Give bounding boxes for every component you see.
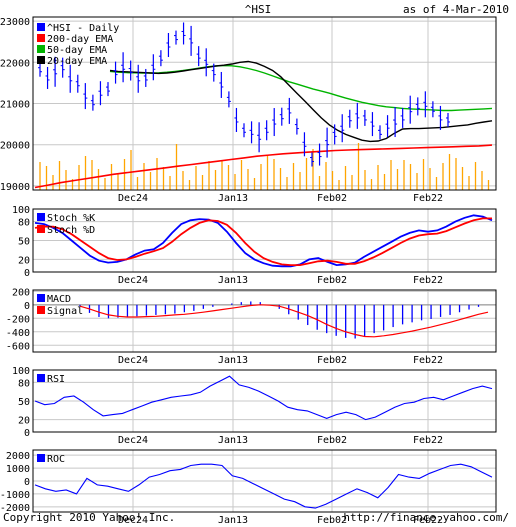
y-tick-label: 2000 [6,451,30,462]
x-tick-label: Dec24 [118,275,148,286]
y-tick-label: 20 [18,416,30,427]
legend-label: 20-day EMA [47,56,107,67]
y-tick-label: 0 [24,428,30,439]
x-tick-label: Dec24 [118,355,148,366]
y-tick-label: 19000 [0,182,30,193]
x-tick-label: Feb22 [413,275,443,286]
x-tick-label: Feb02 [317,435,347,446]
x-tick-label: Feb02 [317,515,347,526]
legend-swatch [37,34,45,42]
legend-swatch [37,225,45,233]
signal-line [79,304,489,338]
x-tick-label: Feb22 [413,193,443,204]
panel-border [32,16,497,191]
y-tick-label: 200 [12,287,30,298]
y-tick-label: 50 [18,237,30,248]
legend-label: ^HSI - Daily [47,23,119,34]
legend-swatch [37,306,45,314]
series-line [34,463,493,509]
x-tick-label: Feb22 [413,435,443,446]
roc-panel: 2000 1000 0 -1000 -2000 Dec24 Jan13 Feb02 Feb22 R… [0,449,497,526]
ema20-line [109,60,493,143]
x-tick-label: Jan13 [218,515,248,526]
legend-label: Stoch %K [47,213,95,224]
legend-swatch [37,23,45,31]
y-tick-label: -1000 [0,490,30,501]
legend-swatch [37,56,45,64]
legend-swatch [37,374,45,382]
chart-title: ^HSI [245,3,272,16]
plot-area [33,290,496,352]
x-tick-label: Jan13 [218,193,248,204]
x-tick-label: Feb22 [413,515,443,526]
x-tick-label: Feb22 [413,355,443,366]
y-tick-label: 23000 [0,17,30,28]
panel-border [32,289,497,353]
x-tick-label: Feb02 [317,275,347,286]
y-tick-label: 22000 [0,58,30,69]
x-tick-label: Jan13 [218,275,248,286]
legend-swatch [37,45,45,53]
panel-border [32,449,497,513]
panel-border [32,208,497,273]
stochastic-panel: 100 80 50 20 0 Dec24 Jan13 Feb02 Feb22 Stoch %KSt… [12,205,497,286]
y-tick-label: 50 [18,397,30,408]
source-url: http://finance.yahoo.com/ [343,511,509,524]
x-tick-label: Dec24 [118,193,148,204]
ema200-line [34,144,493,189]
series-line [34,217,492,267]
y-tick-label: 80 [18,378,30,389]
x-tick-label: Dec24 [118,435,148,446]
x-tick-label: Jan13 [218,435,248,446]
y-tick-label: 0 [24,268,30,279]
legend-label: 50-day EMA [47,45,107,56]
legend-label: RSI [47,374,65,385]
price-panel: 23000 22000 21000 20000 19000 Dec24 Jan13 Feb02… [0,16,497,204]
legend-label: MACD [47,294,71,305]
y-tick-label: -200 [6,314,30,325]
y-tick-label: 20 [18,255,30,266]
legend-label: 200-day EMA [47,34,113,45]
macd-panel: 200 0 -200 -400 -600 Dec24 Jan13 Feb02 Feb22 MACD… [6,287,497,366]
series-line [34,375,493,421]
legend-swatch [37,294,45,302]
legend-label: Signal [47,306,83,317]
y-tick-label: 0 [24,301,30,312]
y-tick-label: -600 [6,341,30,352]
y-tick-label: 21000 [0,100,30,111]
y-tick-label: -400 [6,328,30,339]
legend-swatch [37,213,45,221]
x-tick-label: Dec24 [118,515,148,526]
legend-swatch [37,454,45,462]
copyright-text: Copyright 2010 Yahoo! Inc. [3,511,175,524]
y-tick-label: 1000 [6,464,30,475]
y-tick-label: 20000 [0,141,30,152]
y-tick-label: 100 [12,205,30,216]
y-tick-label: 80 [18,218,30,229]
panel-border [32,369,497,433]
x-tick-label: Feb02 [317,355,347,366]
legend-label: ROC [47,454,65,465]
x-tick-label: Jan13 [218,355,248,366]
legend-label: Stoch %D [47,225,95,236]
ema50-line [109,64,493,112]
y-tick-label: 100 [12,366,30,377]
y-tick-label: -2000 [0,503,30,514]
x-tick-label: Feb02 [317,193,347,204]
series-line [34,214,493,268]
y-tick-label: 0 [24,477,30,488]
as-of-date: as of 4-Mar-2010 [403,3,509,16]
